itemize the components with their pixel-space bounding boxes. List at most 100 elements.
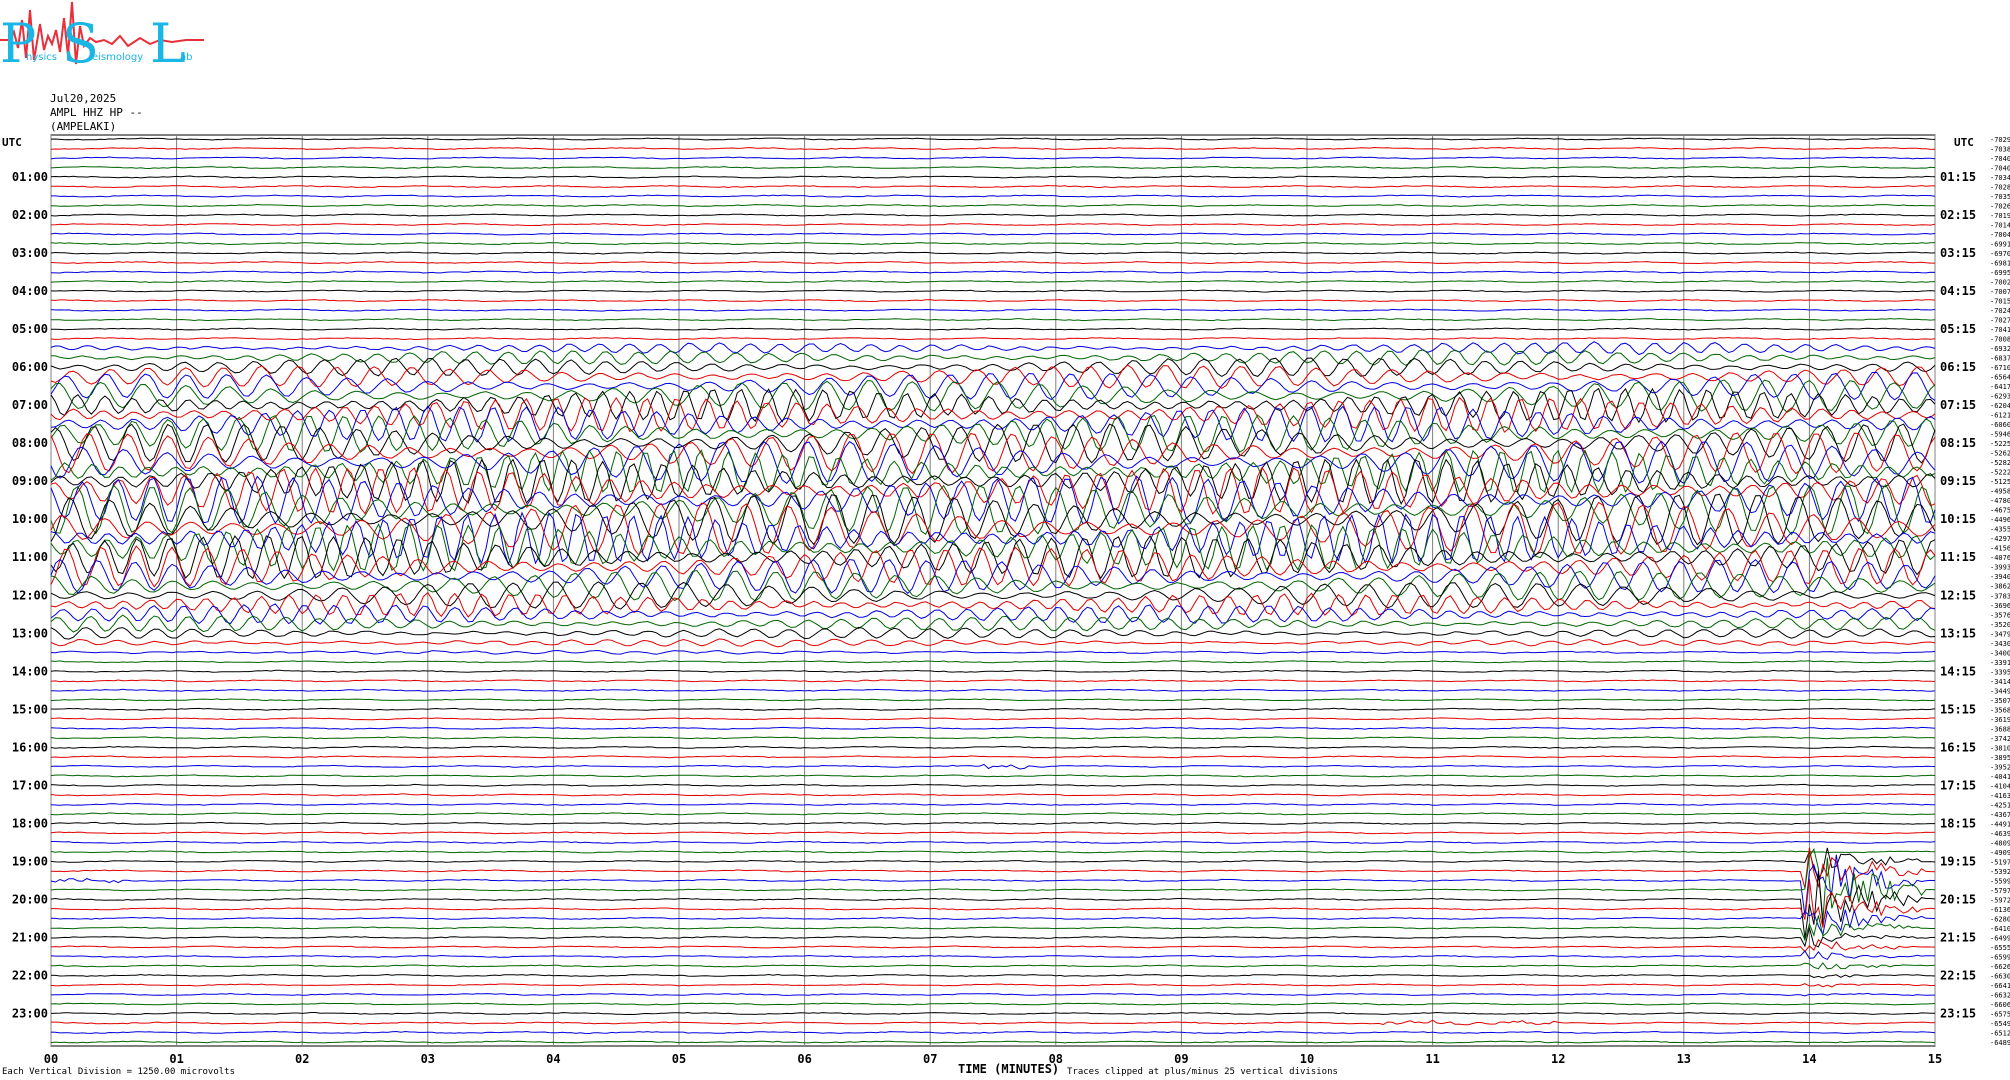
right-hour-label: 23:15 [1940, 1006, 1976, 1020]
trace-offset-label: -6489 [1990, 1039, 2010, 1047]
x-tick-label: 12 [1551, 1052, 1565, 1066]
seismic-trace [50, 232, 1936, 236]
header-site: (AMPELAKI) [50, 120, 117, 133]
seismic-trace [50, 649, 1936, 655]
trace-offset-label: -3895 [1990, 754, 2010, 762]
trace-offset-label: -5946 [1990, 431, 2010, 439]
seismic-trace [50, 755, 1936, 759]
trace-offset-label: -6626 [1990, 963, 2010, 971]
trace-offset-label: -6837 [1990, 355, 2010, 363]
seismic-trace [50, 223, 1936, 227]
seismic-trace [50, 831, 1936, 835]
seismic-trace [50, 337, 1936, 341]
trace-offset-label: -4909 [1990, 849, 2010, 857]
seismic-trace [50, 308, 1936, 312]
trace-offset-label: -7015 [1990, 298, 2010, 306]
trace-offset-label: -4958 [1990, 488, 2010, 496]
header-date: Jul20,2025 [50, 92, 117, 105]
trace-offset-label: -7028 [1990, 184, 2010, 192]
seismic-trace [50, 440, 1936, 484]
seismic-trace [50, 251, 1936, 255]
logo-small-2: eismology [92, 52, 143, 63]
seismic-trace [50, 774, 1936, 778]
trace-offset-label: -6280 [1990, 915, 2010, 923]
footer-vertical-division: Each Vertical Division = 1250.00 microvo… [2, 1067, 235, 1077]
trace-offset-label: -4104 [1990, 782, 2010, 790]
x-tick-label: 05 [672, 1052, 686, 1066]
right-hour-label: 14:15 [1940, 664, 1976, 678]
x-tick-label: 14 [1802, 1052, 1816, 1066]
seismic-trace [50, 950, 1936, 961]
x-tick-label: 10 [1300, 1052, 1314, 1066]
trace-offset-label: -6136 [1990, 906, 2010, 914]
trace-offset-label: -3414 [1990, 678, 2010, 686]
trace-offset-label: -6981 [1990, 260, 2010, 268]
x-tick-label: 06 [797, 1052, 811, 1066]
trace-offset-label: -7019 [1990, 212, 2010, 220]
trace-offset-label: -4355 [1990, 526, 2010, 534]
trace-offset-label: -3430 [1990, 640, 2010, 648]
seismic-trace [50, 992, 1935, 997]
trace-offset-label: -6710 [1990, 364, 2010, 372]
left-hour-label: 12:00 [12, 588, 48, 602]
trace-offset-label: -6970 [1990, 250, 2010, 258]
x-tick-label: 03 [421, 1052, 435, 1066]
seismic-trace [50, 870, 1936, 939]
seismic-trace [50, 466, 1936, 515]
right-hour-label: 04:15 [1940, 284, 1976, 298]
trace-offset-label: -5262 [1990, 450, 2010, 458]
left-hour-label: 07:00 [12, 398, 48, 412]
trace-offset-label: -6204 [1990, 402, 2010, 410]
trace-offset-label: -7040 [1990, 155, 2010, 163]
seismic-trace [50, 915, 1935, 942]
psl-logo: P S L hysics eismology ab [0, 1, 204, 68]
trace-offset-label: -5599 [1990, 877, 2010, 885]
trace-offset-label: -4041 [1990, 773, 2010, 781]
left-hour-label: 05:00 [12, 322, 48, 336]
seismic-trace [50, 423, 1936, 464]
left-hour-label: 06:00 [12, 360, 48, 374]
labels: 00 01 02 03 04 05 06 07 08 09 10 11 12 13 14 15 -7029 -70… [12, 136, 2010, 1066]
seismic-trace [50, 736, 1936, 740]
seismic-trace [50, 1011, 1935, 1016]
trace-offset-label: -6606 [1990, 1001, 2010, 1009]
left-hour-label: 02:00 [12, 208, 48, 222]
trace-offset-label: -7024 [1990, 307, 2010, 315]
right-hour-label: 11:15 [1940, 550, 1976, 564]
trace-offset-label: -5972 [1990, 896, 2010, 904]
seismic-trace [50, 146, 1936, 151]
trace-offset-label: -4156 [1990, 545, 2010, 553]
trace-offset-label: -7038 [1990, 146, 2010, 154]
trace-offset-label: -3696 [1990, 602, 2010, 610]
trace-offset-label: -7040 [1990, 165, 2010, 173]
seismic-trace [50, 371, 1936, 401]
seismic-trace [50, 511, 1936, 566]
trace-offset-label: -3993 [1990, 564, 2010, 572]
right-hour-label: 12:15 [1940, 588, 1976, 602]
seismic-trace [50, 396, 1936, 433]
left-hour-label: 23:00 [12, 1006, 48, 1020]
seismic-trace [51, 879, 1936, 928]
seismic-trace [50, 726, 1936, 730]
trace-offset-label: -5282 [1990, 459, 2010, 467]
trace-offset-label: -5197 [1990, 858, 2010, 866]
trace-offset-label: -3400 [1990, 649, 2010, 657]
trace-offset-label: -5125 [1990, 478, 2010, 486]
right-hour-label: 06:15 [1940, 360, 1976, 374]
logo-letter-s: S [62, 12, 99, 68]
seismic-trace [50, 357, 1936, 377]
trace-offset-label: -4809 [1990, 839, 2010, 847]
trace-offset-label: -7007 [1990, 288, 2010, 296]
seismic-trace [50, 569, 1936, 602]
logo-waveform [0, 1, 204, 65]
left-hour-label: 13:00 [12, 626, 48, 640]
left-hour-label: 10:00 [12, 512, 48, 526]
trace-offset-label: -3619 [1990, 716, 2010, 724]
seismic-trace [50, 558, 1936, 595]
left-hour-label: 15:00 [12, 702, 48, 716]
seismic-trace [50, 203, 1935, 208]
right-hour-label: 16:15 [1940, 740, 1976, 754]
seismic-trace [50, 707, 1936, 711]
trace-offset-label: -4163 [1990, 792, 2010, 800]
trace-offset-label: -6632 [1990, 991, 2010, 999]
